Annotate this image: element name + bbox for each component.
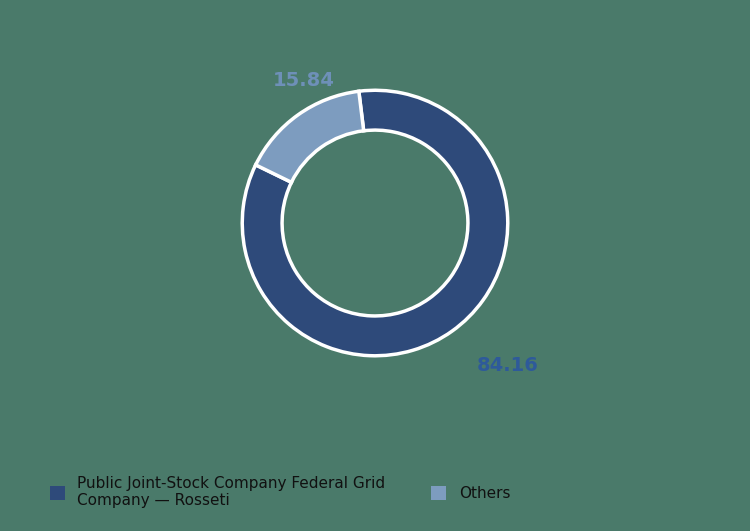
Wedge shape	[256, 91, 364, 182]
Text: 15.84: 15.84	[273, 71, 335, 90]
Legend: Public Joint-Stock Company Federal Grid
Company — Rosseti, Others: Public Joint-Stock Company Federal Grid …	[45, 471, 514, 513]
Text: 84.16: 84.16	[477, 356, 538, 375]
Wedge shape	[242, 90, 508, 356]
